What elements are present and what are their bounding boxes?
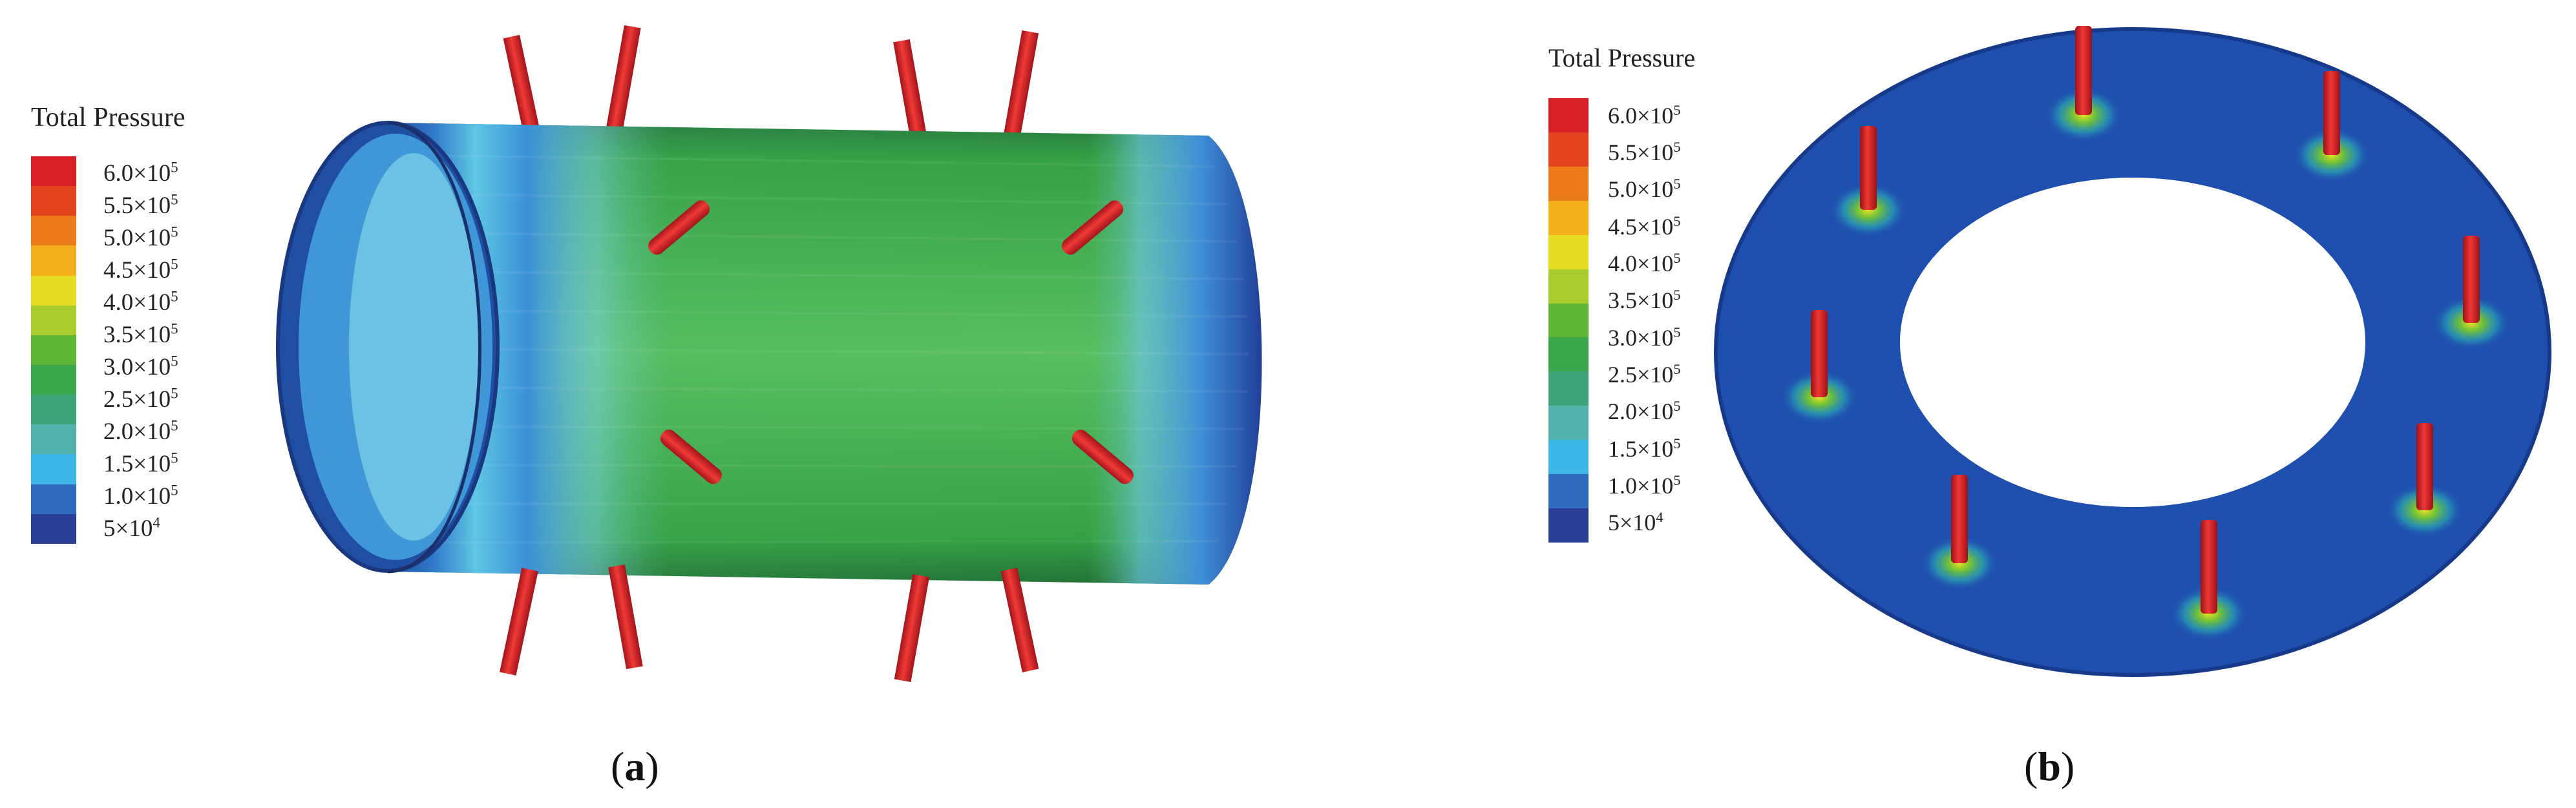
colorbar-tick-label: 5×104: [1608, 509, 1663, 536]
caption-open-paren: (: [611, 743, 625, 789]
colorbar-segment: [31, 364, 76, 395]
colorbar-tick-labels: 6.0×105 5.5×105 5.0×105 4.5×105 4.0×105 3.5×1…: [103, 156, 233, 544]
colorbar: [31, 156, 76, 544]
colorbar-segment: [1548, 371, 1589, 406]
caption-a: (a): [611, 743, 659, 791]
colorbar-segment: [1548, 508, 1589, 543]
colorbar-segment: [31, 275, 76, 306]
colorbar: [1548, 98, 1589, 543]
pipe-rods-inner: [648, 200, 1134, 484]
colorbar-tick-label: 3.5×105: [1608, 287, 1681, 314]
colorbar-segment: [31, 335, 76, 365]
colorbar-tick-label: 5.5×105: [1608, 139, 1681, 166]
panel-b: Total Pressure 6.0×105 5.5×105 5.0×105 4.5×…: [1486, 0, 2576, 808]
legend-title: Total Pressure: [31, 103, 185, 132]
colorbar-segment: [31, 484, 76, 514]
colorbar-tick-label: 1.5×105: [103, 450, 178, 477]
colorbar-tick-label: 6.0×105: [1608, 101, 1681, 129]
colorbar-tick-label: 5×104: [103, 514, 160, 542]
colorbar-tick-label: 5.0×105: [1608, 176, 1681, 203]
colorbar-segment: [1548, 98, 1589, 132]
pipe-pressure-render: [276, 25, 1262, 682]
colorbar-tick-label: 3.0×105: [103, 353, 178, 380]
colorbar-tick-label: 6.0×105: [103, 159, 178, 187]
colorbar-tick-label: 5.5×105: [103, 191, 178, 219]
colorbar-segment: [1548, 337, 1589, 372]
colorbar-segment: [31, 216, 76, 246]
colorbar-tick-label: 2.0×105: [103, 417, 178, 445]
colorbar-segment: [1548, 166, 1589, 201]
colorbar-tick-label: 4.5×105: [103, 256, 178, 284]
caption-letter: a: [624, 743, 646, 789]
colorbar-segment: [1548, 269, 1589, 304]
colorbar-tick-label: 2.5×105: [1608, 361, 1681, 388]
pipe-body: [276, 121, 1262, 585]
colorbar-tick-label: 2.5×105: [103, 385, 178, 413]
colorbar-segment: [1548, 132, 1589, 167]
caption-open-paren: (: [2024, 743, 2038, 789]
colorbar-segment: [1548, 440, 1589, 475]
colorbar-segment: [31, 156, 76, 187]
caption-close-paren: ): [2060, 743, 2075, 789]
colorbar-segment: [31, 424, 76, 455]
colorbar-tick-label: 3.5×105: [103, 320, 178, 348]
colorbar-segment: [1548, 474, 1589, 509]
colorbar-tick-label: 3.0×105: [1608, 324, 1681, 351]
colorbar-segment: [31, 454, 76, 484]
legend-b: Total Pressure 6.0×105 5.5×105 5.0×105 4.5×…: [1532, 39, 1745, 555]
colorbar-tick-label: 1.5×105: [1608, 435, 1681, 462]
colorbar-tick-label: 2.0×105: [1608, 398, 1681, 425]
legend-a: Total Pressure 6.0×105 5.5×105 5.0×105 4.5×…: [0, 97, 233, 601]
pipe-rods-bottom: [500, 564, 1039, 682]
caption-letter: b: [2038, 743, 2061, 789]
colorbar-segment: [31, 395, 76, 425]
ring-pressure-render: [1714, 26, 2551, 677]
colorbar-segment: [31, 186, 76, 216]
colorbar-segment: [1548, 200, 1589, 235]
colorbar-tick-labels: 6.0×105 5.5×105 5.0×105 4.5×105 4.0×105 3.5×1…: [1608, 98, 1744, 543]
colorbar-tick-label: 1.0×105: [103, 482, 178, 510]
colorbar-segment: [31, 245, 76, 276]
colorbar-segment: [31, 513, 76, 544]
colorbar-tick-label: 4.5×105: [1608, 212, 1681, 240]
colorbar-segment: [1548, 303, 1589, 338]
colorbar-tick-label: 4.0×105: [1608, 250, 1681, 277]
panel-a: Total Pressure 6.0×105 5.5×105 5.0×105 4.5×…: [0, 25, 1262, 791]
ring-rods: [1811, 26, 2480, 614]
colorbar-segment: [1548, 234, 1589, 269]
colorbar-segment: [1548, 406, 1589, 440]
legend-title: Total Pressure: [1548, 43, 1696, 72]
caption-close-paren: ): [645, 743, 659, 789]
ring-hole: [1900, 178, 2365, 507]
colorbar-tick-label: 5.0×105: [103, 223, 178, 251]
pipe-rods-top: [503, 25, 1039, 140]
caption-b: (b): [2024, 743, 2075, 791]
colorbar-tick-label: 1.0×105: [1608, 472, 1681, 499]
colorbar-segment: [31, 305, 76, 335]
colorbar-tick-label: 4.0×105: [103, 288, 178, 316]
